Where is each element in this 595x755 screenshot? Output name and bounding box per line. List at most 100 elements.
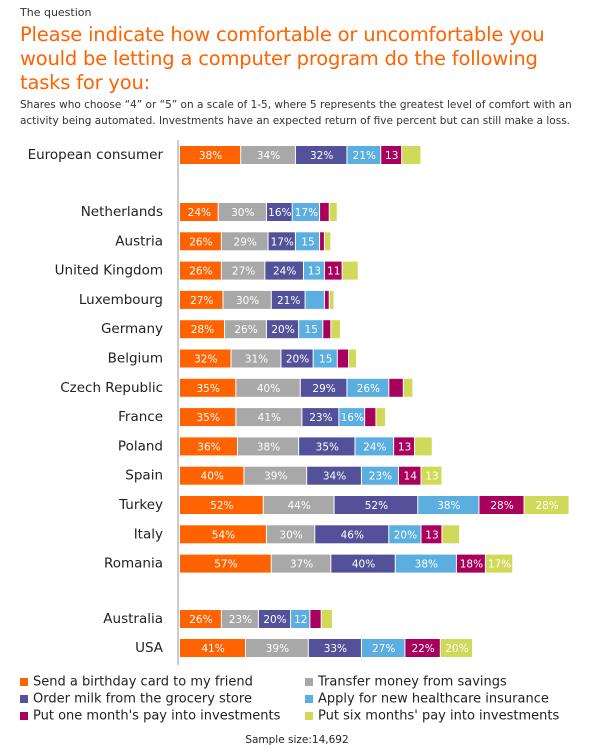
value-label: 20% (394, 529, 417, 541)
category-label: USA (135, 640, 164, 656)
value-label: 21% (353, 150, 376, 162)
bar-segment (365, 408, 376, 427)
value-label: 23% (229, 614, 252, 626)
bar-segment (442, 525, 460, 544)
category-label: Luxembourg (79, 292, 163, 308)
category-label: Turkey (118, 497, 163, 513)
category-label: European consumer (28, 147, 164, 163)
value-label: 26% (189, 266, 212, 278)
category-label: Australia (103, 611, 163, 627)
bar-segment (231, 349, 281, 368)
value-label: 30% (279, 529, 302, 541)
value-label: 26% (234, 324, 257, 336)
value-label: 30% (231, 207, 254, 219)
bar-segment (313, 349, 337, 368)
value-label: 20% (263, 614, 286, 626)
bar-segment (265, 261, 303, 280)
value-label: 14 (404, 471, 418, 483)
value-label: 44% (287, 500, 310, 512)
value-label: 22% (411, 643, 434, 655)
legend-label: Transfer money from savings (317, 675, 507, 690)
footnote: Sample size:14,692 (245, 734, 348, 746)
bar-segment (303, 261, 324, 280)
bar-segment (223, 290, 271, 309)
bar-segment (180, 261, 221, 280)
bar-segment (180, 146, 241, 164)
bar-segment (246, 639, 308, 657)
bar-segment (266, 320, 299, 339)
bar-segment (331, 554, 395, 573)
value-label: 21% (277, 295, 300, 307)
value-label: 34% (323, 471, 346, 483)
bar-segment (361, 639, 405, 657)
bar-segment (218, 203, 266, 221)
value-label: 13 (425, 529, 438, 541)
value-label: 32% (194, 354, 217, 366)
value-label: 26% (189, 614, 212, 626)
bar-segment (394, 437, 415, 456)
bar-segment (292, 203, 320, 221)
bar-segment (295, 146, 347, 164)
value-label: 35% (316, 441, 339, 453)
category-label: Romania (104, 556, 163, 572)
category-label: Austria (115, 233, 163, 249)
bar-segment (403, 378, 413, 397)
bar-segment (180, 639, 246, 657)
value-label: 38% (415, 559, 438, 571)
value-label: 20% (271, 324, 294, 336)
bar-segment (180, 378, 236, 397)
bar-segment (291, 610, 310, 628)
category-label: Belgium (108, 351, 163, 367)
category-label: Poland (118, 438, 163, 454)
value-label: 41% (258, 412, 281, 424)
bar-segment (361, 466, 398, 485)
value-label: 52% (365, 500, 388, 512)
bar-segment (266, 525, 315, 544)
bar-segment (281, 349, 313, 368)
bar-segment (418, 496, 479, 514)
legend-label: Put six months' pay into investments (318, 709, 559, 724)
bar-segment (271, 290, 305, 309)
value-label: 40% (352, 559, 375, 571)
legend-label: Send a birthday card to my friend (33, 675, 253, 690)
bar-segment (180, 525, 266, 544)
value-label: 13 (308, 266, 321, 278)
value-label: 23% (309, 412, 332, 424)
bar-segment (485, 554, 513, 573)
legend-swatch (20, 695, 28, 703)
value-label: 18% (460, 559, 483, 571)
value-label: 17% (488, 559, 511, 571)
value-label: 40% (257, 383, 280, 395)
bar-segment (300, 378, 347, 397)
bar-segment (421, 466, 442, 485)
value-label: 32% (310, 150, 333, 162)
value-label: 27% (232, 266, 255, 278)
bar-segment (236, 408, 302, 427)
legend-swatch (305, 695, 313, 703)
value-label: 20% (286, 354, 309, 366)
value-label: 36% (197, 441, 220, 453)
bar-segment (329, 203, 337, 221)
header: The question Please indicate how comfort… (20, 6, 590, 129)
bar-segment (180, 232, 221, 251)
bar-segment (310, 610, 321, 628)
bar-segment (241, 146, 295, 164)
value-label: 13 (385, 150, 398, 162)
value-label: 29% (234, 236, 257, 248)
bar-segment (258, 610, 291, 628)
value-label: 33% (324, 643, 347, 655)
bar-segment (180, 320, 225, 339)
value-label: 30% (236, 295, 259, 307)
bar-segment (295, 232, 320, 251)
value-label: 17% (295, 207, 318, 219)
value-label: 31% (245, 354, 268, 366)
value-label: 37% (290, 559, 313, 571)
bar-segment (381, 146, 402, 164)
kicker: The question (20, 6, 92, 19)
bar-segment (315, 525, 389, 544)
bar-segment (337, 349, 349, 368)
bar-segment (180, 610, 221, 628)
value-label: 12 (294, 614, 307, 626)
